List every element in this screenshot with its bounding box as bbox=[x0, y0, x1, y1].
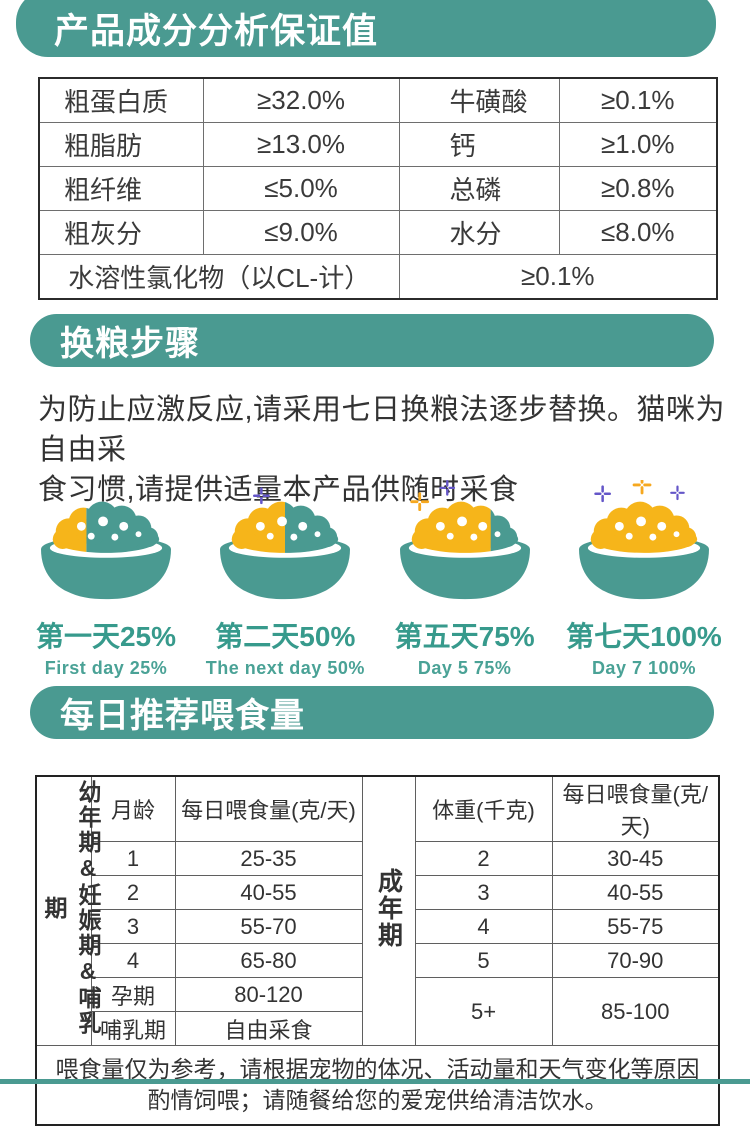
step-label: 第一天25% bbox=[35, 621, 177, 652]
step-sublabel: Day 5 75% bbox=[417, 658, 512, 678]
amount-cell: 70-90 bbox=[551, 943, 720, 978]
weight-cell: 5 bbox=[414, 943, 553, 978]
amount-cell: 55-70 bbox=[174, 909, 363, 944]
section-title: 换粮步骤 bbox=[60, 325, 200, 363]
nutrient-value: ≥32.0% bbox=[202, 77, 400, 123]
nutrient-label: 粗灰分 bbox=[38, 210, 204, 255]
transition-step-day7: 第七天100% Day 7 100% bbox=[558, 475, 730, 679]
transition-step-day5: 第五天75% Day 5 75% bbox=[379, 480, 551, 679]
table-row: 粗蛋白质 ≥32.0% 牛磺酸 ≥0.1% bbox=[38, 77, 718, 123]
sparkle-icon bbox=[439, 480, 455, 496]
amount-cell: 自由采食 bbox=[174, 1011, 363, 1046]
table-row: 水溶性氯化物（以CL-计） ≥0.1% bbox=[38, 254, 718, 300]
feeding-note: 喂食量仅为参考，请根据宠物的体况、活动量和天气变化等原因 酌情饲喂；请随餐给您的… bbox=[35, 1045, 720, 1126]
transition-step-day2: 第二天50% The next day 50% bbox=[199, 480, 371, 679]
nutrient-value: ≤5.0% bbox=[202, 166, 400, 211]
feeding-table: 幼年期&妊娠期&哺乳期 月龄 每日喂食量(克/天) 成年期 体重(千克) 每日喂… bbox=[35, 775, 720, 1126]
sparkle-icon bbox=[409, 492, 429, 512]
transition-steps: 第一天25% First day 25% 第二天50% The next day… bbox=[20, 475, 730, 679]
age-cell: 孕期 bbox=[90, 977, 176, 1012]
column-header: 体重(千克) bbox=[414, 775, 553, 842]
nutrient-label: 水分 bbox=[398, 210, 560, 255]
nutrient-label: 总磷 bbox=[398, 166, 560, 211]
column-header: 每日喂食量(克/天) bbox=[174, 775, 363, 842]
table-row: 3 55-70 4 55-75 bbox=[36, 909, 720, 944]
amount-cell: 85-100 bbox=[551, 977, 720, 1046]
nutrient-label: 钙 bbox=[398, 122, 560, 167]
sparkle-icon bbox=[632, 475, 652, 495]
nutrient-label: 粗脂肪 bbox=[38, 122, 204, 167]
step-label: 第二天50% bbox=[215, 621, 356, 652]
step-sublabel: The next day 50% bbox=[205, 658, 365, 678]
section-header-feeding: 每日推荐喂食量 bbox=[30, 686, 714, 739]
amount-cell: 30-45 bbox=[551, 841, 720, 876]
table-row: 1 25-35 2 30-45 bbox=[36, 841, 720, 876]
nutrition-table: 粗蛋白质 ≥32.0% 牛磺酸 ≥0.1% 粗脂肪 ≥13.0% 钙 ≥1.0%… bbox=[38, 77, 718, 300]
section-header-nutrition: 产品成分分析保证值 bbox=[16, 0, 716, 57]
nutrient-label: 水溶性氯化物（以CL-计） bbox=[38, 254, 400, 300]
step-sublabel: First day 25% bbox=[44, 658, 168, 678]
section-title: 每日推荐喂食量 bbox=[60, 697, 305, 735]
step-sublabel: Day 7 100% bbox=[591, 658, 697, 678]
note-line: 酌情饲喂；请随餐给您的爱宠供给清洁饮水。 bbox=[147, 1087, 608, 1113]
food-bowl-icon bbox=[399, 480, 530, 600]
step-label: 第五天75% bbox=[394, 621, 535, 652]
table-row: 2 40-55 3 40-55 bbox=[36, 875, 720, 910]
table-row: 粗脂肪 ≥13.0% 钙 ≥1.0% bbox=[38, 122, 718, 167]
group-label-adult: 成年期 bbox=[361, 775, 416, 1046]
weight-cell: 4 bbox=[414, 909, 553, 944]
table-row: 喂食量仅为参考，请根据宠物的体况、活动量和天气变化等原因 酌情饲喂；请随餐给您的… bbox=[35, 1045, 720, 1126]
age-cell: 1 bbox=[90, 841, 176, 876]
nutrient-value: ≤9.0% bbox=[202, 210, 400, 255]
table-row: 幼年期&妊娠期&哺乳期 月龄 每日喂食量(克/天) 成年期 体重(千克) 每日喂… bbox=[35, 775, 720, 1046]
note-line: 喂食量仅为参考，请根据宠物的体况、活动量和天气变化等原因 bbox=[55, 1056, 700, 1082]
transition-intro-text: 为防止应激反应,请采用七日换粮法逐步替换。猫咪为自由采 食习惯,请提供适量本产品… bbox=[38, 394, 726, 506]
amount-cell: 65-80 bbox=[174, 943, 363, 978]
sparkle-icon bbox=[670, 485, 685, 501]
amount-cell: 80-120 bbox=[174, 977, 363, 1012]
food-bowl-icon bbox=[220, 487, 351, 600]
table-row: 哺乳期 自由采食 bbox=[36, 1011, 719, 1046]
age-cell: 哺乳期 bbox=[90, 1011, 176, 1046]
nutrient-label: 牛磺酸 bbox=[398, 77, 560, 123]
transition-step-day1: 第一天25% First day 25% bbox=[20, 480, 192, 679]
weight-cell: 2 bbox=[414, 841, 553, 876]
section-title: 产品成分分析保证值 bbox=[54, 12, 379, 51]
nutrient-value: ≥0.8% bbox=[558, 166, 718, 211]
food-bowl-icon bbox=[578, 475, 709, 600]
sparkle-icon bbox=[594, 485, 611, 503]
table-row: 粗纤维 ≤5.0% 总磷 ≥0.8% bbox=[38, 166, 718, 211]
amount-cell: 25-35 bbox=[174, 841, 363, 876]
amount-cell: 40-55 bbox=[551, 875, 720, 910]
sparkle-icon bbox=[253, 487, 271, 505]
nutrient-value: ≥0.1% bbox=[398, 254, 718, 300]
age-cell: 4 bbox=[90, 943, 176, 978]
nutrient-label: 粗纤维 bbox=[38, 166, 204, 211]
section-header-transition: 换粮步骤 bbox=[30, 314, 714, 367]
weight-cell: 5+ bbox=[414, 977, 553, 1046]
step-label: 第七天100% bbox=[566, 621, 722, 652]
amount-cell: 55-75 bbox=[551, 909, 720, 944]
nutrient-label: 粗蛋白质 bbox=[38, 77, 204, 123]
column-header: 每日喂食量(克/天) bbox=[551, 775, 720, 842]
group-label-juvenile: 幼年期&妊娠期&哺乳期 bbox=[35, 775, 101, 1046]
amount-cell: 40-55 bbox=[174, 875, 363, 910]
food-bowl-icon bbox=[41, 501, 171, 600]
table-row: 粗灰分 ≤9.0% 水分 ≤8.0% bbox=[38, 210, 718, 255]
weight-cell: 3 bbox=[414, 875, 553, 910]
section-divider bbox=[0, 1079, 750, 1084]
nutrient-value: ≥1.0% bbox=[558, 122, 718, 167]
nutrient-value: ≤8.0% bbox=[558, 210, 718, 255]
nutrient-value: ≥0.1% bbox=[558, 77, 718, 123]
nutrient-value: ≥13.0% bbox=[202, 122, 400, 167]
